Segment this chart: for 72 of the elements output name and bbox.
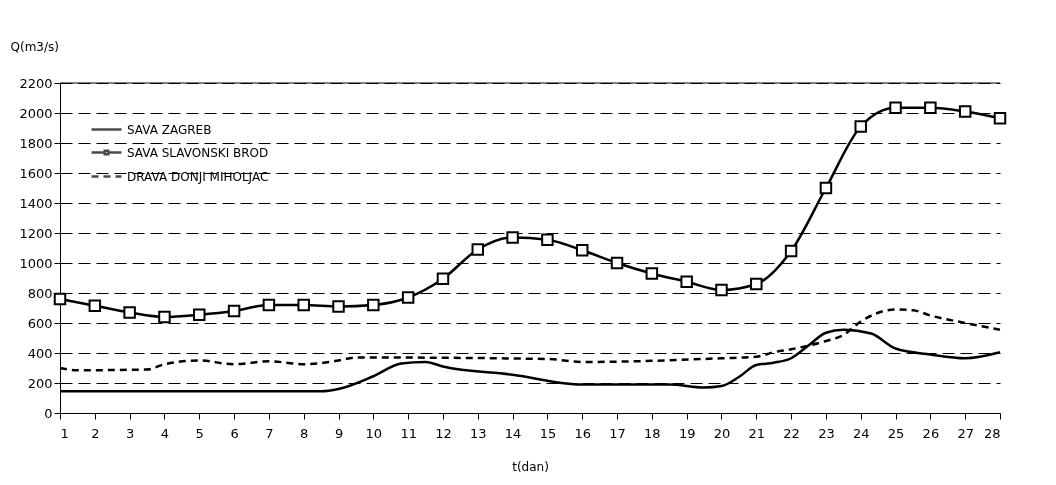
x-tick-label: 2	[91, 425, 100, 441]
point	[541, 233, 554, 246]
point	[993, 112, 1007, 125]
x-tick-label: 27	[957, 425, 974, 441]
point	[123, 306, 136, 319]
y-tick-label: 0	[44, 405, 53, 421]
point	[819, 181, 833, 195]
x-tick-label: 16	[574, 425, 591, 441]
point	[575, 244, 589, 257]
y-tick-label: 1400	[19, 195, 53, 211]
point	[436, 272, 450, 285]
y-tick-label: 200	[27, 375, 53, 391]
legend-label: SAVA ZAGREB	[127, 122, 212, 137]
x-tick-label: 4	[160, 425, 170, 441]
point	[158, 310, 171, 324]
y-tick-label: 1800	[19, 135, 53, 151]
point	[297, 298, 310, 312]
y-tick-label: 2200	[19, 75, 53, 91]
y-tick-label: 400	[27, 345, 53, 361]
y-tick-label: 1200	[19, 225, 53, 241]
x-tick-label: 28	[983, 425, 1001, 441]
x-tick-label: 15	[539, 425, 557, 441]
point	[401, 291, 415, 304]
x-tick-label: 20	[713, 425, 731, 441]
x-tick-label: 18	[644, 425, 661, 441]
x-tick-label: 22	[783, 425, 800, 441]
x-axis-title: t(dan)	[512, 459, 549, 474]
x-tick-label: 13	[470, 425, 487, 441]
x-tick-label: 6	[230, 425, 239, 441]
x-tick-label: 23	[818, 425, 835, 441]
y-tick-label: 1600	[19, 165, 53, 181]
x-tick-label: 9	[334, 425, 344, 441]
x-tick-label: 5	[195, 425, 204, 441]
point	[367, 298, 380, 312]
point	[506, 231, 519, 244]
point	[924, 101, 937, 114]
x-tick-label: 26	[922, 425, 940, 441]
y-tick-label: 2000	[19, 105, 53, 121]
legend-label: SAVA SLAVONSKI BROD	[127, 145, 269, 160]
x-tick-label: 7	[265, 425, 274, 441]
y-tick-label: 600	[27, 315, 53, 331]
x-tick-label: 8	[300, 425, 309, 441]
point	[227, 304, 241, 318]
point	[715, 283, 728, 297]
x-tick-label: 19	[678, 425, 696, 441]
point	[784, 244, 798, 258]
point	[471, 243, 485, 256]
point	[889, 101, 902, 114]
x-tick-label: 11	[400, 425, 417, 441]
y-axis-title: Q(m3/s)	[10, 39, 59, 54]
point	[332, 300, 345, 313]
x-tick-label: 25	[887, 425, 905, 441]
point	[53, 292, 67, 306]
point	[750, 277, 763, 291]
y-tick-label: 1000	[19, 255, 53, 271]
x-tick-label: 10	[365, 425, 383, 441]
point	[262, 298, 276, 312]
point	[88, 299, 102, 312]
x-tick-label: 24	[852, 425, 870, 441]
x-tick-label: 21	[748, 425, 766, 441]
point	[958, 105, 972, 118]
x-tick-label: 17	[609, 425, 626, 441]
x-tick-label: 3	[125, 425, 135, 441]
point	[680, 275, 693, 288]
x-tick-label: 12	[435, 425, 452, 441]
point	[645, 267, 659, 280]
y-tick-label: 800	[27, 285, 53, 301]
point	[193, 308, 206, 321]
point	[854, 120, 867, 133]
x-tick-label: 1	[60, 425, 69, 441]
point	[610, 256, 624, 270]
x-tick-label: 14	[504, 425, 522, 441]
